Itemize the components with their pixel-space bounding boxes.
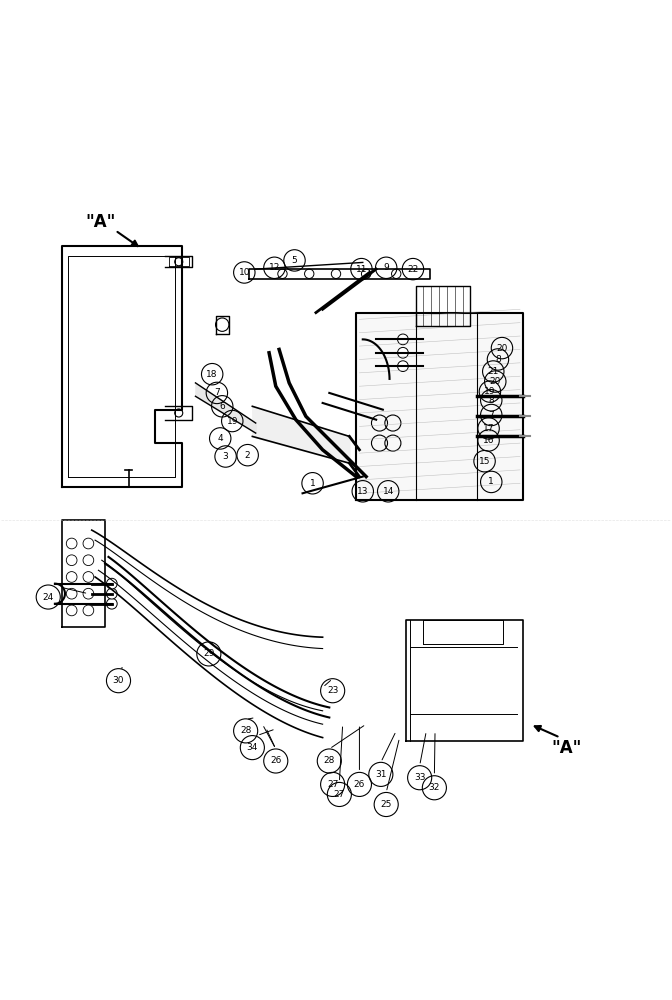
Text: 27: 27 [327, 780, 338, 789]
Text: 17: 17 [483, 424, 495, 433]
Circle shape [398, 361, 409, 372]
Circle shape [106, 578, 117, 589]
Text: 28: 28 [324, 756, 335, 765]
Text: 25: 25 [380, 800, 392, 809]
Text: 26: 26 [270, 756, 282, 765]
Text: 23: 23 [327, 686, 338, 695]
Text: 34: 34 [247, 743, 258, 752]
Text: 28: 28 [240, 726, 251, 735]
Text: 20: 20 [490, 377, 501, 386]
Text: 24: 24 [42, 593, 54, 602]
Text: 4: 4 [218, 434, 223, 443]
Text: 5: 5 [292, 256, 298, 265]
Circle shape [106, 598, 117, 609]
Text: 18: 18 [206, 370, 218, 379]
Text: 2: 2 [245, 451, 251, 460]
Text: 6: 6 [219, 402, 225, 411]
Text: 19: 19 [226, 417, 238, 426]
Text: 15: 15 [479, 457, 491, 466]
Text: 1: 1 [310, 479, 315, 488]
Text: 8: 8 [495, 355, 501, 364]
Text: 1: 1 [489, 477, 494, 486]
Text: 20: 20 [497, 344, 507, 353]
Circle shape [398, 334, 409, 345]
Text: 26: 26 [353, 780, 365, 789]
Text: 7: 7 [214, 388, 220, 397]
Text: 27: 27 [334, 790, 345, 799]
Text: 11: 11 [355, 265, 367, 274]
Text: 29: 29 [203, 649, 214, 658]
Text: 22: 22 [407, 265, 419, 274]
Text: 31: 31 [375, 770, 386, 779]
Circle shape [106, 588, 117, 599]
Text: 21: 21 [488, 367, 499, 376]
Circle shape [398, 347, 409, 358]
Text: 9: 9 [383, 263, 389, 272]
Text: "A": "A" [85, 213, 116, 231]
Text: 10: 10 [239, 268, 250, 277]
Text: 30: 30 [113, 676, 124, 685]
Text: 14: 14 [382, 487, 394, 496]
Text: 8: 8 [489, 396, 494, 405]
Text: 3: 3 [222, 452, 228, 461]
Text: 12: 12 [269, 263, 280, 272]
Text: 32: 32 [429, 783, 440, 792]
Text: 33: 33 [414, 773, 425, 782]
Text: "A": "A" [552, 739, 582, 757]
Text: 13: 13 [357, 487, 368, 496]
Text: 19: 19 [484, 387, 496, 396]
Text: 7: 7 [489, 411, 494, 420]
Text: 16: 16 [483, 436, 495, 445]
